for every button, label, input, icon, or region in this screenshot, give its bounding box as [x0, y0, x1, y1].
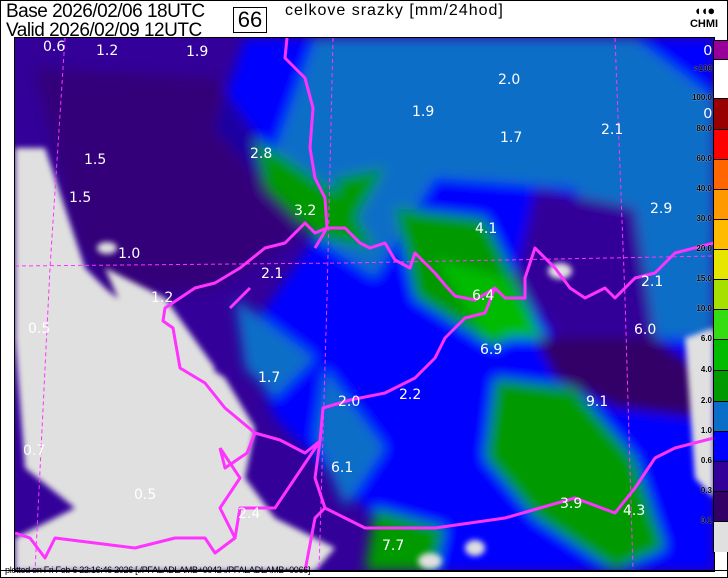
value-label: 2.2	[399, 387, 421, 403]
legend-swatch	[714, 309, 728, 339]
map-svg: 0.6 1.2 1.9 2.0 1.9 1.7 2.1 2.8 1.5 1.5 …	[15, 38, 714, 571]
value-label: 4.3	[623, 503, 645, 519]
legend-label: 0.6	[700, 456, 712, 465]
map-title: celkove srazky [mm/24hod]	[285, 2, 504, 19]
forecast-hour-box: 66	[233, 7, 267, 33]
legend-zero-mark: 0	[703, 105, 712, 122]
legend-swatch	[714, 370, 728, 401]
legend-swatch	[714, 189, 728, 219]
legend-label: 60.0	[696, 154, 712, 163]
base-time: Base 2026/02/06 18UTC	[6, 1, 205, 22]
legend-swatch	[714, 59, 728, 98]
value-label: 2.8	[250, 146, 272, 162]
value-label: 1.7	[258, 370, 280, 386]
legend-label: 80.0	[696, 124, 712, 133]
legend-label: 0.3	[700, 486, 712, 495]
plot-footer: plotted on Fri Feb 6 22:16:46 2026 [./PF…	[5, 565, 311, 575]
legend-swatch	[714, 521, 728, 552]
chmi-logo: ◖◖● CHMI	[686, 4, 722, 34]
legend-label: 15.0	[696, 274, 712, 283]
value-label: 1.9	[186, 44, 208, 60]
footer-divider	[0, 570, 728, 571]
value-label: 4.1	[475, 221, 497, 237]
value-label: 1.0	[118, 246, 140, 262]
value-label: 6.1	[331, 460, 353, 476]
legend-label: 2.0	[700, 396, 712, 405]
precip-fields	[35, 38, 714, 571]
legend-swatch	[714, 159, 728, 189]
legend-label: >100	[693, 64, 712, 73]
legend-swatch	[714, 219, 728, 249]
legend-swatch	[714, 279, 728, 309]
logo-mark-icon: ◖◖●	[693, 3, 716, 18]
value-label: 2.0	[338, 394, 360, 410]
value-label: 1.2	[151, 290, 173, 306]
value-label: 0.7	[23, 443, 45, 459]
value-label: 1.5	[69, 190, 91, 206]
no-precip-areas	[15, 148, 714, 571]
legend-swatch	[714, 98, 728, 129]
legend-zero-mark: 0	[703, 42, 712, 59]
legend-label: 10.0	[696, 304, 712, 313]
value-label: 3.2	[294, 203, 316, 219]
value-label: 6.4	[472, 288, 494, 304]
value-label: 2.1	[601, 122, 623, 138]
value-label: 9.1	[586, 394, 608, 410]
value-label: 1.5	[84, 152, 106, 168]
legend-label: 6.0	[700, 334, 712, 343]
legend-label: 20.0	[696, 244, 712, 253]
value-label: 0.5	[134, 487, 156, 503]
legend-label: 30.0	[696, 214, 712, 223]
value-label: 1.7	[500, 130, 522, 146]
country-borders	[15, 38, 714, 571]
legend-swatch	[714, 339, 728, 370]
value-label: 6.0	[634, 322, 656, 338]
logo-text: CHMI	[689, 18, 719, 30]
precipitation-map: 0.6 1.2 1.9 2.0 1.9 1.7 2.1 2.8 1.5 1.5 …	[14, 37, 715, 572]
legend-swatch	[714, 431, 728, 461]
graticule	[15, 38, 714, 571]
legend-swatch	[714, 491, 728, 521]
value-label: 1.9	[412, 104, 434, 120]
value-label: 0.5	[28, 321, 50, 337]
valid-time: Valid 2026/02/09 12UTC	[6, 20, 202, 41]
legend-swatch	[714, 129, 728, 159]
legend-label: 100.0	[691, 93, 712, 102]
legend-swatch	[714, 401, 728, 431]
legend-label: 1.0	[700, 426, 712, 435]
value-label: 2.0	[498, 72, 520, 88]
value-label: 2.4	[238, 506, 260, 522]
value-label: 2.1	[641, 274, 663, 290]
value-labels: 0.6 1.2 1.9 2.0 1.9 1.7 2.1 2.8 1.5 1.5 …	[23, 39, 672, 554]
legend-label: 0.1	[700, 516, 712, 525]
legend-swatch	[714, 40, 728, 59]
value-label: 1.2	[96, 43, 118, 59]
legend-swatch	[714, 461, 728, 491]
value-label: 0.6	[43, 39, 65, 55]
value-label: 7.7	[382, 538, 404, 554]
value-label: 2.1	[261, 266, 283, 282]
color-legend: >100 100.0 80.0 60.0 40.0 30.0 20.0 15.0 10.0 6.0…	[692, 40, 728, 553]
value-label: 2.9	[650, 201, 672, 217]
legend-swatch	[714, 249, 728, 279]
legend-label: 4.0	[700, 365, 712, 374]
legend-label: 40.0	[696, 184, 712, 193]
value-label: 3.9	[560, 496, 582, 512]
value-label: 6.9	[480, 342, 502, 358]
